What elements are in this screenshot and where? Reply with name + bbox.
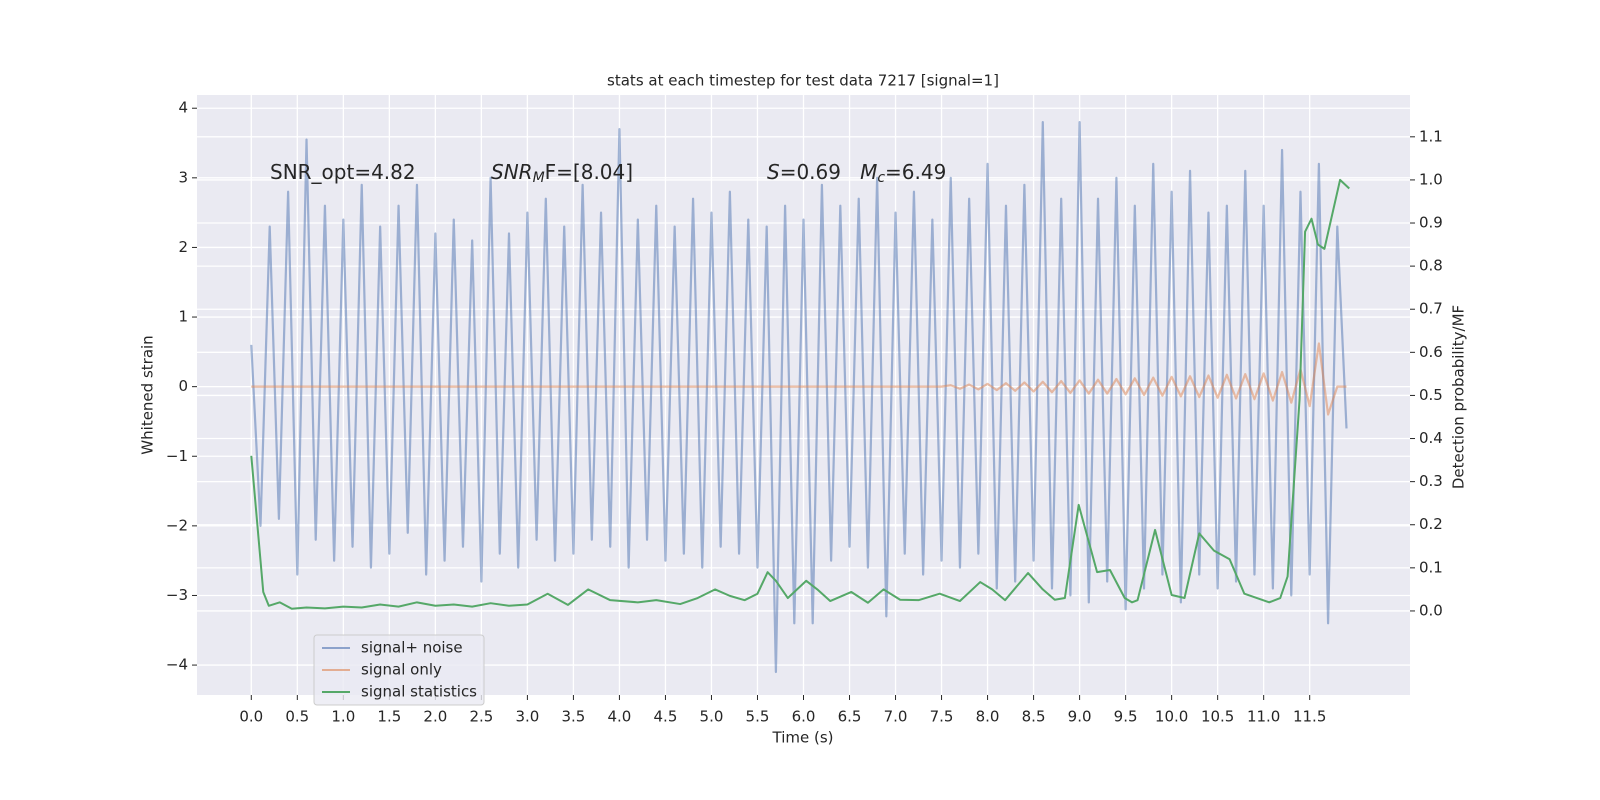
y-axis-label: Whitened strain: [139, 335, 157, 454]
annotation-part: c: [877, 170, 885, 186]
annotation-part: S: [767, 160, 780, 184]
y-tick-label: 1: [178, 308, 188, 326]
x-tick-label: 4.0: [608, 708, 632, 726]
y-tick-label: 4: [178, 99, 188, 117]
y2-tick-label: 0.2: [1419, 515, 1443, 533]
x-tick-label: 11.0: [1247, 708, 1280, 726]
annotation: SNRMF=[8.04]: [491, 160, 633, 187]
marks: [250, 121, 1350, 674]
x-tick-label: 10.5: [1201, 708, 1234, 726]
x-tick-label: 7.0: [884, 708, 908, 726]
x-tick-label: 11.5: [1293, 708, 1326, 726]
y2-tick-label: 0.8: [1419, 257, 1443, 275]
x-tick-label: 8.0: [976, 708, 1000, 726]
legend-label: signal statistics: [361, 683, 477, 701]
y2-tick-label: 0.7: [1419, 300, 1443, 318]
legend-label: signal+ noise: [361, 639, 463, 657]
y2-axis-label: Detection probability/MF: [1450, 305, 1468, 489]
x-tick-label: 1.5: [377, 708, 401, 726]
annotation: SNR_opt=4.82: [270, 160, 416, 184]
x-tick-label: 0.0: [239, 708, 263, 726]
x-tick-label: 9.5: [1114, 708, 1138, 726]
y2-tick-label: 0.9: [1419, 214, 1443, 232]
y2-tick-label: 1.0: [1419, 170, 1443, 188]
y2-tick-label: 0.5: [1419, 386, 1443, 404]
x-tick-label: 8.5: [1022, 708, 1046, 726]
annotation-part: F=[8.04]: [545, 160, 633, 184]
y-tick-label: −2: [166, 516, 188, 534]
legend-box: [313, 634, 485, 706]
y-tick-label: 2: [178, 238, 188, 256]
x-tick-label: 1.0: [331, 708, 355, 726]
y-tick-label: −4: [166, 656, 188, 674]
y2-tick-label: 0.3: [1419, 472, 1443, 490]
series-line: [250, 121, 1348, 674]
x-tick-label: 5.0: [700, 708, 724, 726]
x-tick-label: 2.5: [469, 708, 493, 726]
y-tick-label: 0: [178, 377, 188, 395]
x-tick-label: 3.5: [561, 708, 585, 726]
annotation: S=0.69 Mc=6.49: [767, 160, 946, 187]
x-tick-label: 4.5: [654, 708, 678, 726]
y2-tick-label: 0.0: [1419, 601, 1443, 619]
y-tick-label: 3: [178, 168, 188, 186]
x-tick-label: 2.0: [423, 708, 447, 726]
y2-tick-label: 0.4: [1419, 429, 1443, 447]
x-tick-label: 0.5: [285, 708, 309, 726]
annotation-part: =6.49: [885, 160, 946, 184]
series-line: [250, 178, 1350, 610]
y-tick-label: −3: [166, 586, 188, 604]
y2-tick-label: 0.1: [1419, 558, 1443, 576]
annotation-part: M: [533, 170, 545, 186]
labels: 0.0 0.5 1.0 1.5 2.0 2.5 3.0 3.5 4.0 4.5 5.0 5.5 6.0 6…: [166, 99, 1443, 726]
y2-tick-label: 0.6: [1419, 343, 1443, 361]
annotation-part: M: [860, 160, 877, 184]
annotation-part: =0.69: [780, 160, 860, 184]
x-tick-label: 5.5: [746, 708, 770, 726]
legend-label: signal only: [361, 661, 442, 679]
x-tick-label: 6.5: [838, 708, 862, 726]
y2-tick-label: 1.1: [1419, 127, 1443, 145]
chart-title: stats at each timestep for test data 721…: [607, 72, 999, 90]
x-tick-label: 3.0: [515, 708, 539, 726]
x-tick-label: 6.0: [792, 708, 816, 726]
annotation-part: SNR_opt=4.82: [270, 160, 416, 184]
series-line: [251, 342, 1347, 416]
x-axis-label: Time (s): [772, 729, 834, 747]
x-tick-label: 9.0: [1068, 708, 1092, 726]
x-tick-label: 10.0: [1155, 708, 1188, 726]
y-tick-label: −1: [166, 447, 188, 465]
annotation-part: SNR: [491, 160, 533, 184]
x-tick-label: 7.5: [930, 708, 954, 726]
